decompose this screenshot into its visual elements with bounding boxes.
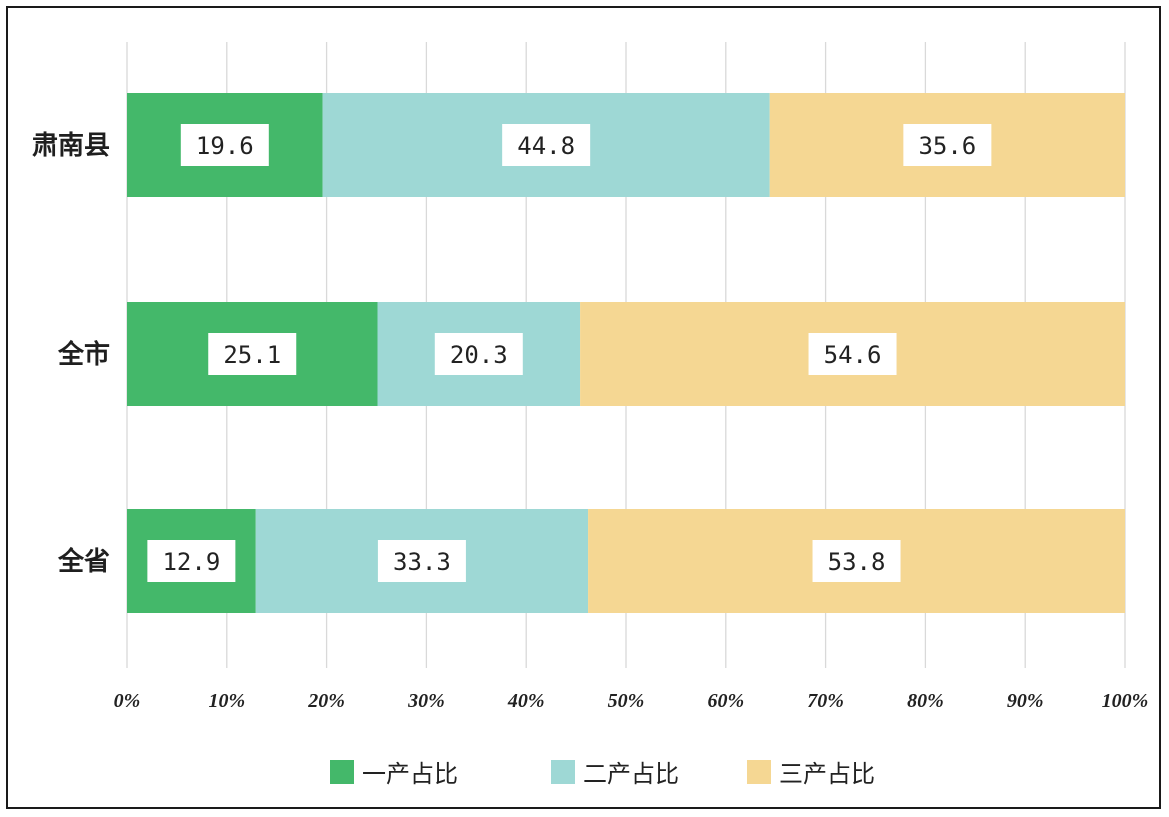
legend-swatch bbox=[747, 760, 771, 784]
x-tick-label: 0% bbox=[114, 690, 141, 712]
x-tick-label: 90% bbox=[1007, 690, 1044, 712]
x-tick-label: 20% bbox=[307, 690, 345, 712]
x-tick-label: 10% bbox=[208, 690, 245, 712]
data-label: 33.3 bbox=[393, 548, 451, 576]
data-label-box bbox=[808, 333, 897, 375]
category-label: 肃南县 bbox=[32, 131, 110, 161]
x-tick-label: 100% bbox=[1102, 690, 1149, 712]
legend-swatch bbox=[330, 760, 354, 784]
data-label-box bbox=[377, 540, 466, 582]
x-tick-label: 80% bbox=[907, 690, 944, 712]
x-tick-label: 30% bbox=[407, 690, 445, 712]
x-tick-label: 40% bbox=[507, 690, 545, 712]
data-label-box bbox=[502, 124, 591, 166]
legend-label: 三产占比 bbox=[779, 760, 875, 788]
legend-label: 二产占比 bbox=[583, 760, 679, 788]
data-label: 12.9 bbox=[162, 548, 220, 576]
data-label-box bbox=[903, 124, 992, 166]
data-label: 53.8 bbox=[828, 548, 886, 576]
data-label-box bbox=[147, 540, 236, 582]
category-label: 全市 bbox=[57, 339, 110, 370]
data-label: 20.3 bbox=[450, 341, 508, 369]
data-label: 19.6 bbox=[196, 132, 254, 160]
data-label: 35.6 bbox=[918, 132, 976, 160]
data-label-box bbox=[208, 333, 297, 375]
category-label: 全省 bbox=[57, 546, 110, 577]
x-tick-label: 50% bbox=[608, 690, 645, 712]
data-label: 44.8 bbox=[517, 132, 575, 160]
data-label-box bbox=[180, 124, 269, 166]
x-tick-label: 60% bbox=[707, 690, 744, 712]
data-label-box bbox=[812, 540, 901, 582]
legend-swatch bbox=[551, 760, 575, 784]
data-label: 54.6 bbox=[824, 341, 882, 369]
legend-label: 一产占比 bbox=[362, 760, 458, 788]
data-label-box bbox=[434, 333, 523, 375]
data-label: 25.1 bbox=[223, 341, 281, 369]
x-tick-label: 70% bbox=[807, 690, 844, 712]
